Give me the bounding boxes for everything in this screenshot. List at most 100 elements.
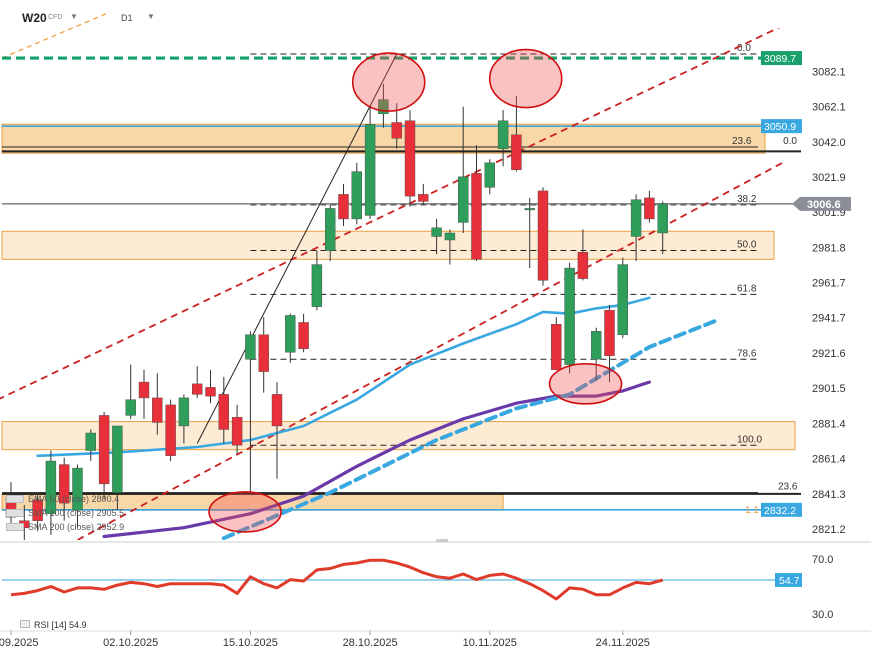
price-tick-3: 3021.9 [812, 172, 846, 184]
date-tick-0: 19.09.2025 [0, 637, 39, 649]
price-tick-2: 3042.0 [812, 137, 846, 149]
side-label-0: 1.1 [745, 505, 759, 516]
badge-current-price-text: 3006.6 [807, 199, 841, 211]
candle-body-26 [351, 171, 362, 220]
symbol-dropdown-icon[interactable]: ▼ [70, 12, 78, 21]
candle-body-38 [511, 134, 522, 171]
trendline-1[interactable] [77, 162, 783, 540]
candle-body-12 [165, 404, 176, 456]
fib-label-3: 38.2 [737, 194, 757, 205]
fib-label-0: 0.0 [737, 43, 751, 54]
candle-body-27 [364, 124, 376, 216]
fib-label-5: 61.8 [737, 283, 757, 294]
candle-body-35 [471, 173, 482, 260]
fib-label-1: 23.6 [732, 136, 752, 147]
legend-sma200-label: SMA 200 (close) [28, 522, 95, 532]
rsi-tick-1: 30.0 [812, 609, 833, 621]
badge-1-text: 3050.9 [764, 121, 796, 133]
candle-body-19 [258, 334, 269, 372]
legend-swatch-sma200[interactable] [6, 523, 24, 531]
highlight-circle-3 [208, 491, 282, 533]
candle-body-9 [125, 399, 136, 416]
badge-0-bg [761, 51, 802, 66]
candle-body-33 [444, 232, 456, 241]
candle-body-31 [418, 194, 429, 202]
fib-label-4: 50.0 [737, 240, 757, 251]
timeframe-label[interactable]: D1 [121, 13, 133, 23]
legend-swatch-sma100[interactable] [6, 509, 24, 517]
candle-body-30 [404, 120, 416, 197]
price-tick-1: 3062.1 [812, 101, 846, 113]
trendline-2[interactable] [196, 53, 398, 444]
legend-sma100: SMA 100 (close) 2905.5 [28, 508, 124, 518]
timeframe-dropdown-icon[interactable]: ▼ [147, 12, 155, 21]
candle-body-32 [431, 227, 442, 237]
candle-body-46 [617, 264, 628, 335]
zone-1 [1, 230, 775, 260]
candle-body-34 [458, 176, 469, 223]
fib-label-6: 78.6 [737, 348, 757, 359]
zone-0 [1, 123, 766, 154]
badge-1-bg [761, 119, 802, 134]
pane-resize-handle [436, 539, 448, 542]
candle-body-15 [205, 387, 216, 397]
candle-body-40 [537, 190, 549, 281]
price-tick-9: 2901.5 [812, 383, 846, 395]
rsi-tick-0: 70.0 [812, 554, 833, 566]
date-tick-3: 28.10.2025 [343, 637, 398, 649]
candle-body-24 [325, 208, 336, 251]
candle-body-17 [231, 416, 243, 446]
candle-body-21 [285, 315, 296, 353]
price-tick-10: 2881.4 [812, 419, 846, 431]
highlight-circle-1 [488, 48, 563, 109]
legend-sma100-label: SMA 100 (close) [28, 508, 95, 518]
fib-label-2: 0.0 [783, 136, 797, 147]
ma-line-1 [102, 380, 652, 539]
candle-body-18 [245, 334, 256, 360]
price-tick-11: 2861.4 [812, 454, 846, 466]
badge-5-text: 2832.2 [764, 505, 796, 517]
candle-body-48 [644, 197, 655, 220]
candle-body-36 [484, 162, 495, 188]
symbol-title[interactable]: W20 [22, 11, 47, 25]
date-tick-5: 24.11.2025 [596, 637, 650, 649]
candle-body-5 [72, 467, 83, 511]
candle-body-22 [298, 322, 309, 349]
legend-sma100-value: 2905.5 [96, 508, 125, 518]
candle-body-41 [551, 324, 562, 371]
candle-body-43 [577, 252, 589, 279]
candle-body-16 [218, 394, 230, 430]
decor-trendline-orange [1, 11, 111, 59]
candle-body-44 [591, 331, 602, 360]
candle-body-6 [85, 432, 97, 451]
price-tick-5: 2981.8 [812, 242, 846, 254]
rsi-badge-text: 54.7 [779, 575, 800, 587]
candle-body-37 [497, 120, 509, 149]
legend-swatch-ema[interactable] [6, 495, 24, 503]
legend-ema-value: 2800.4 [91, 494, 120, 504]
badge-5-bg [761, 502, 802, 517]
rsi-legend: RSI [14] 54.9 [20, 620, 87, 630]
candle-body-29 [391, 122, 402, 139]
rsi-legend-swatch[interactable] [20, 620, 30, 628]
legend-sma200-value: 2952.9 [96, 522, 125, 532]
candle-body-2 [32, 499, 43, 521]
trendline-0[interactable] [0, 26, 782, 400]
legend-sma200: SMA 200 (close) 2952.9 [28, 522, 124, 532]
price-tick-7: 2941.7 [812, 313, 846, 325]
legend-ema-label: EMA 50 (close) [28, 494, 90, 504]
price-tick-12: 2841.3 [812, 489, 846, 501]
candle-body-42 [564, 267, 575, 365]
instrument-type-label: CFD [48, 14, 63, 21]
highlight-circle-2 [548, 363, 623, 405]
candle-body-39 [524, 208, 535, 211]
candle-body-8 [112, 425, 123, 493]
badge-0-text: 3089.7 [764, 53, 796, 65]
candle-body-13 [178, 397, 190, 427]
candle-body-14 [191, 383, 203, 395]
price-tick-0: 3082.1 [812, 66, 846, 78]
date-tick-1: 02.10.2025 [103, 637, 158, 649]
date-tick-4: 10.11.2025 [463, 637, 517, 649]
